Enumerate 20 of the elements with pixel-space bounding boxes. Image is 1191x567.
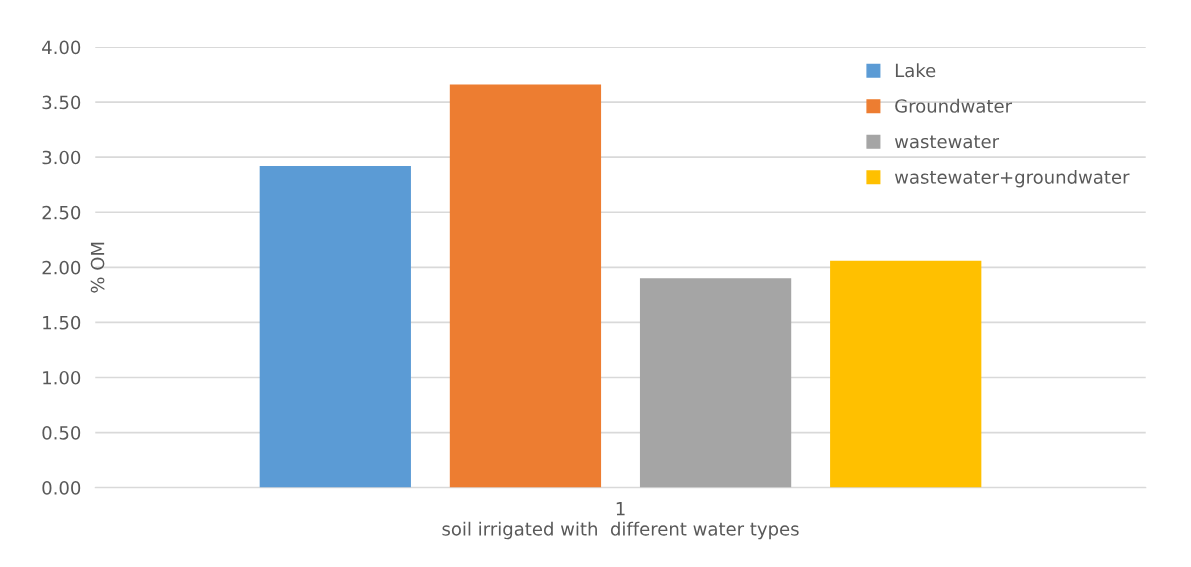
y-tick-label: 4.00	[42, 40, 81, 55]
x-axis-title: soil irrigated with different water types	[442, 521, 799, 540]
y-tick-label: 2.50	[42, 205, 81, 220]
y-tick-label: 1.50	[43, 315, 81, 330]
y-tick-label: 3.50	[42, 95, 81, 110]
legend-label: Lake	[895, 63, 936, 78]
legend-label: wastewater+groundwater	[894, 169, 1130, 188]
y-tick-label: 3.00	[42, 150, 81, 165]
bar	[259, 166, 411, 488]
bar	[830, 260, 982, 488]
y-tick-label: 2.00	[42, 260, 81, 275]
y-tick-label: 1.00	[43, 370, 81, 385]
bar	[449, 84, 602, 488]
x-tick-label: 1	[616, 502, 625, 516]
legend-label: Groundwater	[895, 98, 1013, 113]
bar	[639, 278, 792, 488]
legend-label: wastewater	[894, 135, 1000, 149]
y-axis-title: % OM	[90, 242, 105, 293]
y-tick-label: 0.00	[42, 481, 81, 495]
y-tick-label: 0.50	[42, 426, 81, 440]
